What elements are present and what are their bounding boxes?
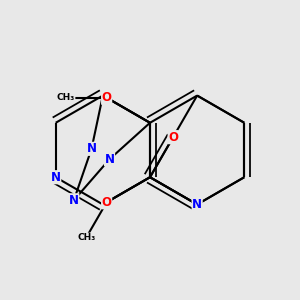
Text: CH₃: CH₃	[57, 93, 75, 102]
Text: O: O	[102, 196, 112, 209]
Text: O: O	[168, 130, 178, 144]
Text: N: N	[51, 171, 61, 184]
Text: N: N	[104, 153, 115, 166]
Text: O: O	[102, 91, 112, 104]
Text: N: N	[192, 198, 202, 211]
Text: N: N	[69, 194, 79, 207]
Text: N: N	[86, 142, 97, 155]
Text: CH₃: CH₃	[77, 233, 95, 242]
